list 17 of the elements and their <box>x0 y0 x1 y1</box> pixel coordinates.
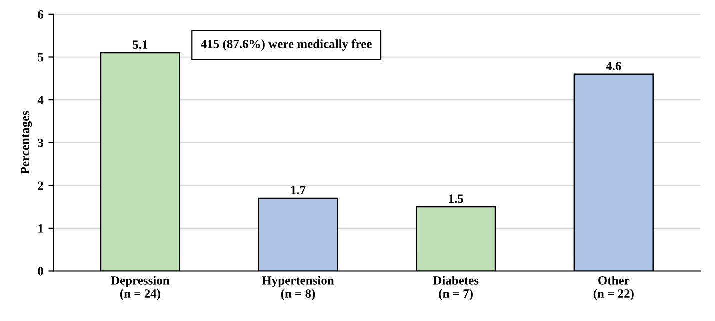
y-tick-label: 1 <box>38 224 44 233</box>
x-tick-label: Other (n = 22) <box>594 276 634 301</box>
data-label: 4.6 <box>606 62 622 70</box>
y-tick-label: 0 <box>38 267 44 276</box>
x-tick-label: Diabetes (n = 7) <box>433 276 479 301</box>
x-tick-label: Hypertension (n = 8) <box>262 276 334 301</box>
data-label: 1.5 <box>449 194 464 204</box>
y-tick-label: 5 <box>38 53 44 62</box>
y-tick-label: 4 <box>38 96 44 104</box>
y-tick-label: 6 <box>38 10 44 19</box>
y-tick-label: 2 <box>38 182 44 190</box>
x-tick-label: Depression (n = 24) <box>111 276 170 301</box>
data-label: 5.1 <box>133 40 148 50</box>
data-label: 1.7 <box>291 186 306 195</box>
annotation: 415 (87.6%) were medically free <box>201 40 372 52</box>
y-axis-title: Percentages <box>21 111 32 174</box>
y-tick-label: 3 <box>38 138 44 148</box>
